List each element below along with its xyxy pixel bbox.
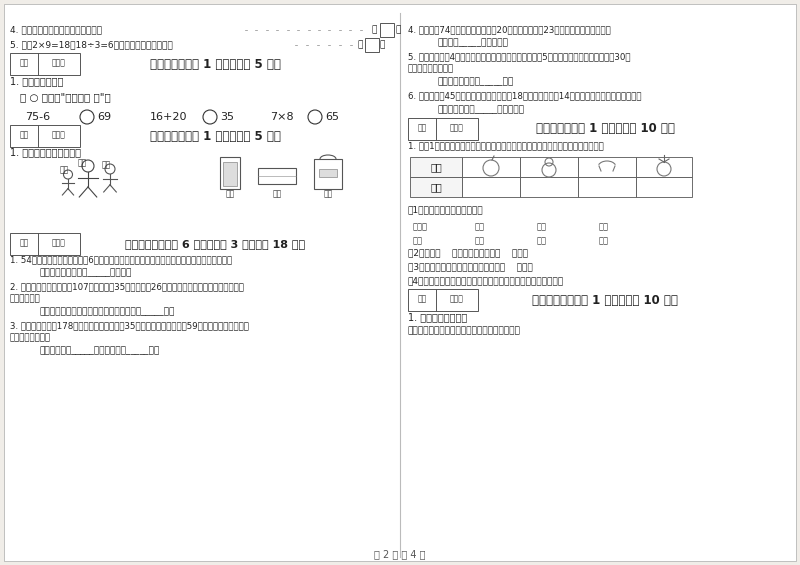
Bar [380,23,394,37]
Text: 小黑兔有多少只？: 小黑兔有多少只？ [10,333,51,342]
Text: 小莲: 小莲 [60,165,70,174]
Text: 小敏: 小敏 [78,158,87,167]
Text: 得分: 得分 [19,238,29,247]
Bar [319,169,337,177]
Text: 正下: 正下 [537,236,547,245]
Bar [10,53,80,75]
Text: 得分: 得分 [19,131,29,140]
Text: 正下: 正下 [475,222,485,231]
Text: 得分: 得分 [19,59,29,67]
Text: 小红: 小红 [226,189,234,198]
Text: 六、比一比（共 1 大题，共计 5 分）: 六、比一比（共 1 大题，共计 5 分） [150,58,281,71]
Bar [258,168,296,184]
Text: 水果: 水果 [430,162,442,172]
Bar [408,118,478,140]
Text: 第 2 页 共 4 页: 第 2 页 共 4 页 [374,549,426,559]
Text: （: （ [372,25,378,34]
Text: （1）把记录结果填在下表中。: （1）把记录结果填在下表中。 [408,206,484,215]
Text: （3）爱吃香蕉的人数比爱吃苹果的少（    ）人。: （3）爱吃香蕉的人数比爱吃苹果的少（ ）人。 [408,263,533,272]
Text: 5. 周日，小明和4个同学去公园玩，公园的儿童票是每张5元，他们一共花了多少元？带30元: 5. 周日，小明和4个同学去公园玩，公园的儿童票是每张5元，他们一共花了多少元？… [408,53,630,62]
Text: 6. 商店原来有45顶游泳帽，一天上午卖出18顶，中午又购进14顶，现在商店有多少顶游泳帽？: 6. 商店原来有45顶游泳帽，一天上午卖出18顶，中午又购进14顶，现在商店有多… [408,92,642,101]
Text: 一下: 一下 [475,236,485,245]
Text: 65: 65 [325,112,339,122]
Bar [636,177,692,197]
Text: 八、解决问题（共 6 小题，每题 3 分，共计 18 分）: 八、解决问题（共 6 小题，每题 3 分，共计 18 分） [125,239,305,249]
Bar [636,157,692,177]
Text: 正下: 正下 [599,236,609,245]
Text: ）: ） [380,41,386,50]
Bar [520,177,578,197]
Text: 4. 称物体的质量可以用天平和米尺。: 4. 称物体的质量可以用天平和米尺。 [10,25,102,34]
Text: 正正: 正正 [537,222,547,231]
Bar [462,157,520,177]
Bar [410,177,462,197]
Text: 小浪: 小浪 [323,189,333,198]
Bar [578,177,636,197]
Text: 69: 69 [97,112,111,122]
Text: 1. 观察分析，统计：: 1. 观察分析，统计： [408,312,467,322]
Text: 七、连一连（共 1 大题，共计 5 分）: 七、连一连（共 1 大题，共计 5 分） [150,129,281,142]
Text: 正下: 正下 [599,222,609,231]
Text: 十一、附加题（共 1 大题，共计 10 分）: 十一、附加题（共 1 大题，共计 10 分） [532,293,678,306]
Text: 评卷人: 评卷人 [52,59,66,67]
Text: 下面是希望小学二年级一班女生身高统计情况。: 下面是希望小学二年级一班女生身高统计情况。 [408,327,521,336]
Bar [410,157,462,177]
Text: 7×8: 7×8 [270,112,294,122]
Text: 1. 54名师生租车去春游，租了6辆车，每辆车上正好有一名老师，平均每辆车上有几名学生？: 1. 54名师生租车去春游，租了6辆车，每辆车上正好有一名老师，平均每辆车上有几… [10,255,232,264]
Text: 人数: 人数 [430,182,442,192]
Text: 评卷人: 评卷人 [450,124,464,133]
Bar [220,157,240,189]
Text: 1. 我会判断大小。: 1. 我会判断大小。 [10,76,63,86]
Bar [365,38,379,52]
Text: 评卷人: 评卷人 [52,131,66,140]
Text: 3. 饲养场有小白兔178只，小灰兔比小白兔多35只，小黑兔比小白兔多59只，小灰兔有多少只？: 3. 饲养场有小白兔178只，小灰兔比小白兔多35只，小黑兔比小白兔多59只，小… [10,321,249,331]
Text: （2）爱吃（    ）的人数最多，有（    ）人。: （2）爱吃（ ）的人数最多，有（ ）人。 [408,249,528,258]
Bar [10,233,80,255]
Text: 评卷人: 评卷人 [450,294,464,303]
Text: 正正一: 正正一 [413,222,428,231]
Text: 2. 同学们折纸花，做红花107朵，做黄花35朵，做白花26朵。做红花的朵数比黄花和白花的总: 2. 同学们折纸花，做红花107朵，做黄花35朵，做白花26朵。做红花的朵数比黄… [10,282,244,292]
Text: 评卷人: 评卷人 [52,238,66,247]
Text: 答：他们一共花了_____元。: 答：他们一共花了_____元。 [438,77,514,86]
Bar [578,157,636,177]
Text: 16+20: 16+20 [150,112,187,122]
Text: 5. 计算2×9=18和18÷3=6用的是同一句乘法口诀。: 5. 计算2×9=18和18÷3=6用的是同一句乘法口诀。 [10,41,173,50]
Text: 在 ○ 里填上"＞、＜或 ＝"。: 在 ○ 里填上"＞、＜或 ＝"。 [20,92,110,102]
Text: 朵数多几朵？: 朵数多几朵？ [10,294,41,303]
Text: 答：平均每辆车上有_____名学生。: 答：平均每辆车上有_____名学生。 [40,268,132,277]
Text: 35: 35 [220,112,234,122]
FancyBboxPatch shape [4,4,796,561]
Circle shape [308,110,322,124]
Text: 75-6: 75-6 [25,112,50,122]
Text: 1. 我会观察，我会连线。: 1. 我会观察，我会连线。 [10,147,81,157]
Bar [223,162,237,186]
Text: 答：还剩_____页没有看。: 答：还剩_____页没有看。 [438,38,509,47]
Text: （4）六一儿童节上老师想为同学们买一些水果，你有什么建议？: （4）六一儿童节上老师想为同学们买一些水果，你有什么建议？ [408,276,564,285]
Bar [314,159,342,189]
Text: 1. 二（1）同学最喜欢吃的水果情况如下表：（每个同学都参加，每人只选一种。）: 1. 二（1）同学最喜欢吃的水果情况如下表：（每个同学都参加，每人只选一种。） [408,141,604,150]
Text: 去，买票的钱够吗？: 去，买票的钱够吗？ [408,64,454,73]
Text: 小强: 小强 [272,189,282,198]
Bar [10,125,80,147]
Text: 十、综合题（共 1 大题，共计 10 分）: 十、综合题（共 1 大题，共计 10 分） [535,123,674,136]
Circle shape [203,110,217,124]
Text: （: （ [357,41,362,50]
Text: 得分: 得分 [418,294,426,303]
Text: 答：现在商店有_____顶游泳帽。: 答：现在商店有_____顶游泳帽。 [438,106,525,115]
Text: 正下: 正下 [413,236,423,245]
Text: 得分: 得分 [418,124,426,133]
Bar [520,157,578,177]
Bar [408,289,478,311]
Text: 答：小灰兔有_____只，小黑兔有_____只。: 答：小灰兔有_____只，小黑兔有_____只。 [40,346,160,355]
Text: 答：做红花的朵数比黄花和白花的总朵数多_____朵。: 答：做红花的朵数比黄花和白花的总朵数多_____朵。 [40,307,175,316]
Bar [462,177,520,197]
Text: ）: ） [395,25,400,34]
Text: 小军: 小军 [102,160,111,169]
Text: 4. 故事书有74页，小丽第一天看了20页，第二天看了23页，还剩多少页没有看？: 4. 故事书有74页，小丽第一天看了20页，第二天看了23页，还剩多少页没有看？ [408,25,610,34]
Circle shape [80,110,94,124]
